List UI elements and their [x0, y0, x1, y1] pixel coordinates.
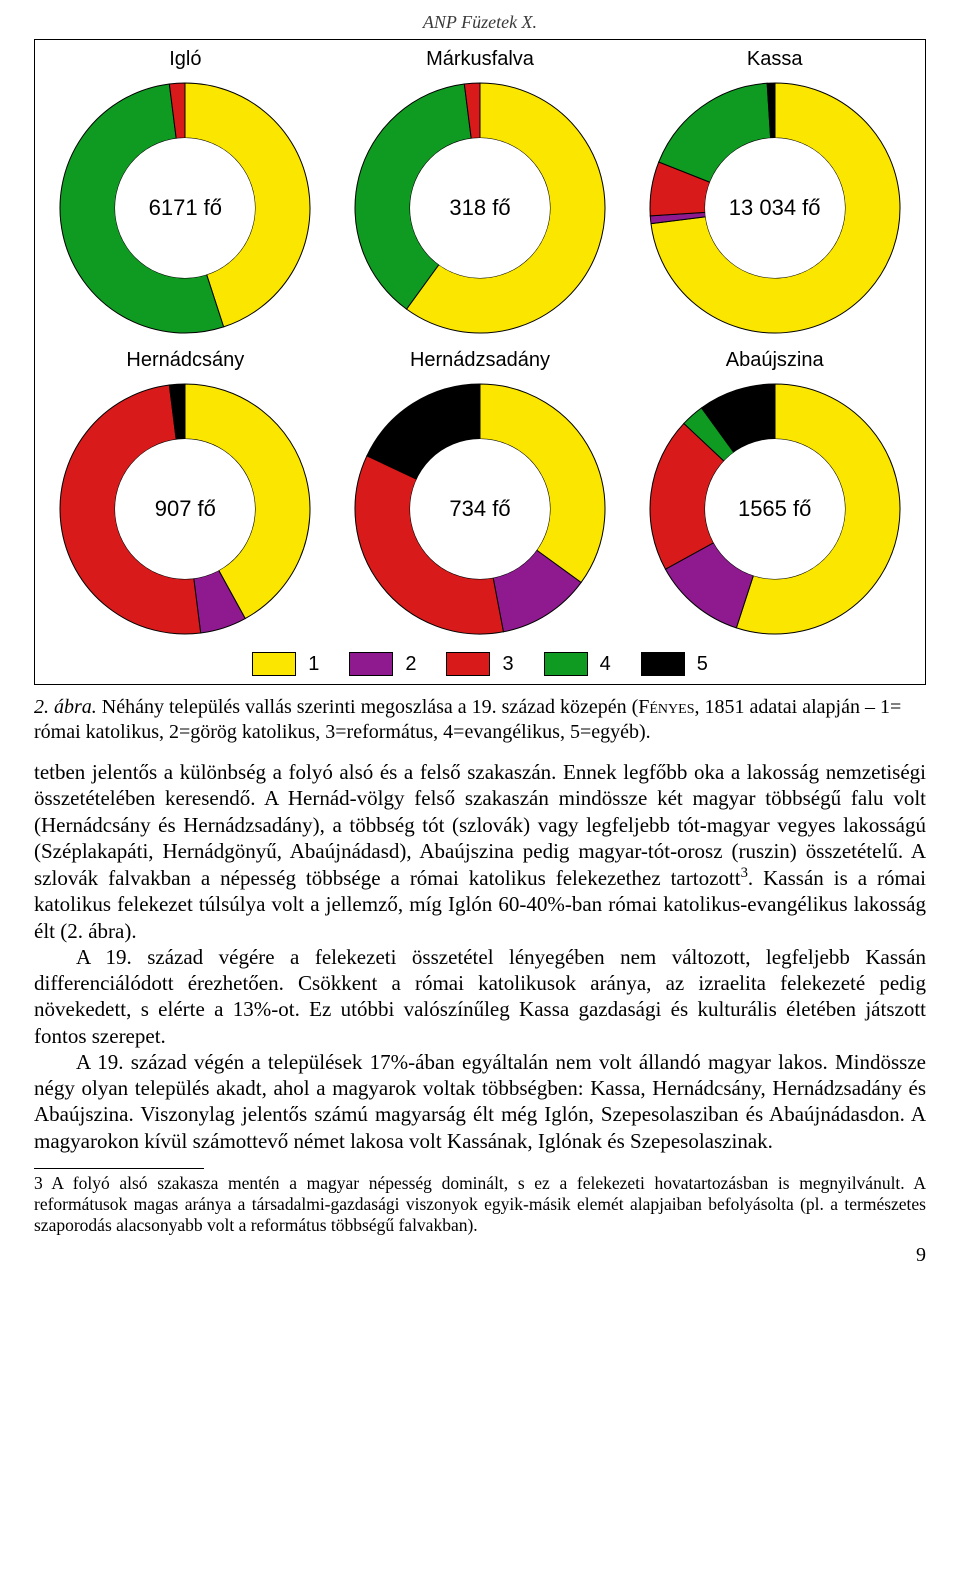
- donut-chart: Kassa 13 034 fő: [630, 48, 919, 343]
- legend-swatch: [349, 652, 393, 676]
- body-text: tetben jelentős a különbség a folyó alsó…: [34, 759, 926, 1154]
- footnote-separator: [34, 1168, 204, 1169]
- donut-chart: Igló 6171 fő: [41, 48, 330, 343]
- donut: 1565 fő: [640, 374, 910, 644]
- legend-label: 4: [600, 653, 611, 676]
- footnote: 3 A folyó alsó szakasza mentén a magyar …: [34, 1173, 926, 1236]
- donut-chart: Hernádcsány 907 fő: [41, 349, 330, 644]
- chart-title: Hernádzsadány: [410, 349, 550, 372]
- legend-swatch: [641, 652, 685, 676]
- legend-label: 5: [697, 653, 708, 676]
- running-header: ANP Füzetek X.: [34, 12, 926, 33]
- donut: 318 fő: [345, 73, 615, 343]
- donut: 734 fő: [345, 374, 615, 644]
- page-number: 9: [34, 1244, 926, 1267]
- donut: 6171 fő: [50, 73, 320, 343]
- figure-panel: Igló 6171 fő Márkusfalva 318 fő Kassa 13…: [34, 39, 926, 685]
- legend-label: 3: [502, 653, 513, 676]
- para2: A 19. század végére a felekezeti összeté…: [34, 944, 926, 1049]
- figure-caption: 2. ábra. Néhány település vallás szerint…: [34, 695, 926, 745]
- chart-title: Kassa: [747, 48, 803, 71]
- chart-title: Igló: [169, 48, 201, 71]
- legend: 1 2 3 4 5: [41, 644, 919, 678]
- caption-main: Néhány település vallás szerinti megoszl…: [97, 696, 638, 718]
- donut-chart: Hernádzsadány 734 fő: [336, 349, 625, 644]
- donut-chart: Abaújszina 1565 fő: [630, 349, 919, 644]
- legend-item: 2: [349, 652, 416, 676]
- donut-grid: Igló 6171 fő Márkusfalva 318 fő Kassa 13…: [41, 48, 919, 644]
- legend-label: 1: [308, 653, 319, 676]
- donut: 13 034 fő: [640, 73, 910, 343]
- legend-swatch: [544, 652, 588, 676]
- legend-item: 5: [641, 652, 708, 676]
- caption-author: Fényes: [638, 696, 694, 718]
- legend-label: 2: [405, 653, 416, 676]
- legend-item: 1: [252, 652, 319, 676]
- footnote-ref: 3: [741, 865, 748, 881]
- donut-chart: Márkusfalva 318 fő: [336, 48, 625, 343]
- legend-item: 3: [446, 652, 513, 676]
- chart-title: Hernádcsány: [126, 349, 244, 372]
- para3: A 19. század végén a települések 17%-ába…: [34, 1049, 926, 1154]
- chart-title: Abaújszina: [726, 349, 824, 372]
- caption-prefix: 2. ábra.: [34, 696, 97, 718]
- legend-item: 4: [544, 652, 611, 676]
- legend-swatch: [252, 652, 296, 676]
- chart-title: Márkusfalva: [426, 48, 534, 71]
- donut: 907 fő: [50, 374, 320, 644]
- legend-swatch: [446, 652, 490, 676]
